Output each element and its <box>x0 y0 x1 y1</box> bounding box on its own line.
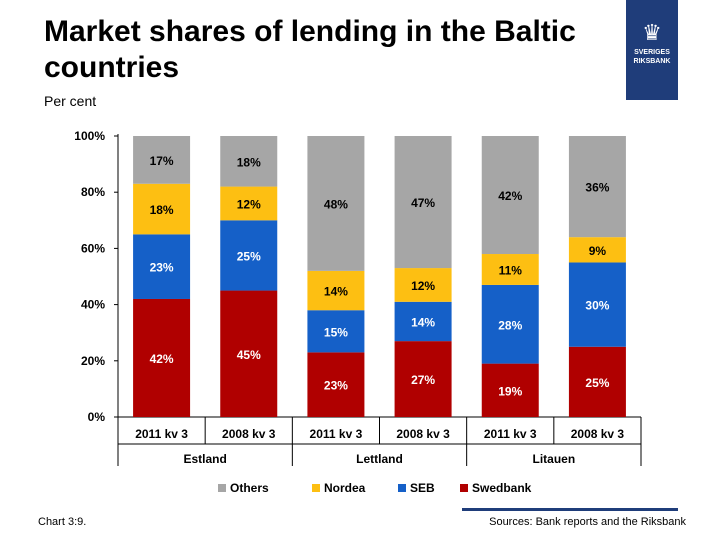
data-label: 19% <box>498 384 522 398</box>
data-label: 25% <box>585 376 609 390</box>
data-label: 14% <box>411 315 435 329</box>
data-label: 15% <box>324 325 348 339</box>
bar-segment <box>307 136 365 271</box>
x-tick-label: 2011 kv 3 <box>484 427 537 441</box>
bar-segment <box>394 136 452 269</box>
legend-label: SEB <box>410 481 435 495</box>
bar-segment <box>220 136 278 187</box>
y-tick-label: 40% <box>81 298 105 312</box>
legend-swatch <box>218 484 226 492</box>
data-label: 23% <box>324 379 348 393</box>
bar-segment <box>220 290 278 417</box>
bar-segment <box>568 136 626 238</box>
bar-segment <box>481 284 539 364</box>
data-label: 23% <box>150 261 174 275</box>
legend-swatch <box>460 484 468 492</box>
bar-segment <box>394 268 452 302</box>
bar-segment <box>394 301 452 342</box>
chart-number: Chart 3:9. <box>38 516 87 528</box>
data-label: 30% <box>585 299 609 313</box>
group-label: Litauen <box>532 452 575 466</box>
bar-segment <box>220 186 278 221</box>
data-label: 25% <box>237 249 261 263</box>
bar-segment <box>568 237 626 263</box>
bar-segment <box>568 346 626 417</box>
bar-segment <box>394 341 452 417</box>
data-label: 12% <box>237 197 261 211</box>
y-tick-label: 100% <box>74 129 105 143</box>
x-tick-label: 2008 kv 3 <box>222 427 276 441</box>
y-tick-label: 20% <box>81 354 105 368</box>
data-label: 45% <box>237 348 261 362</box>
data-label: 42% <box>498 189 522 203</box>
bar-segment <box>133 234 191 299</box>
crown-icon: ♛ <box>642 20 662 45</box>
group-label: Estland <box>183 452 226 466</box>
bar-segment <box>481 363 539 417</box>
data-label: 18% <box>150 203 174 217</box>
bar-segment <box>568 262 626 347</box>
group-label: Lettland <box>356 452 403 466</box>
source-note: Sources: Bank reports and the Riksbank <box>489 516 686 528</box>
data-label: 14% <box>324 285 348 299</box>
data-label: 28% <box>498 318 522 332</box>
bar-segment <box>307 270 365 311</box>
footer-accent-bar <box>462 508 678 511</box>
bar-segment <box>481 136 539 255</box>
x-tick-label: 2008 kv 3 <box>396 427 450 441</box>
data-label: 27% <box>411 373 435 387</box>
y-tick-label: 60% <box>81 241 105 255</box>
data-label: 36% <box>585 181 609 195</box>
data-label: 18% <box>237 155 261 169</box>
y-tick-label: 80% <box>81 185 105 199</box>
data-label: 17% <box>150 154 174 168</box>
bar-segment <box>133 183 191 235</box>
slide-subtitle: Per cent <box>44 93 97 109</box>
x-tick-label: 2008 kv 3 <box>571 427 625 441</box>
legend-swatch <box>398 484 406 492</box>
data-label: 9% <box>589 244 607 258</box>
slide-title: Market shares of lending in the Baltic c… <box>44 15 576 84</box>
legend-label: Others <box>230 481 269 495</box>
legend-label: Swedbank <box>472 481 532 495</box>
bar-segment <box>133 136 191 184</box>
bar-segment <box>307 310 365 353</box>
legend-label: Nordea <box>324 481 366 495</box>
data-label: 48% <box>324 197 348 211</box>
riksbank-logo: ♛ SVERIGES RIKSBANK <box>626 0 678 100</box>
logo-text-line-1: SVERIGES <box>634 49 670 56</box>
x-tick-label: 2011 kv 3 <box>310 427 363 441</box>
bar-segment <box>481 254 539 285</box>
data-label: 42% <box>150 352 174 366</box>
bar-segment <box>220 220 278 291</box>
data-label: 47% <box>411 196 435 210</box>
data-label: 12% <box>411 279 435 293</box>
bar-segment <box>307 352 365 417</box>
bar-segment <box>133 298 191 417</box>
data-label: 11% <box>499 263 523 277</box>
y-tick-label: 0% <box>88 410 106 424</box>
logo-text-line-2: RIKSBANK <box>633 58 671 65</box>
x-tick-label: 2011 kv 3 <box>135 427 188 441</box>
legend-swatch <box>312 484 320 492</box>
